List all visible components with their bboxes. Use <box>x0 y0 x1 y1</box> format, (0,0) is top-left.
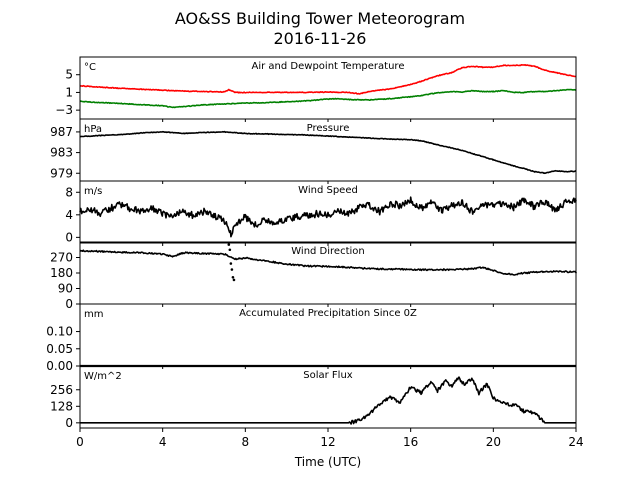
panel-solar_flux: 0 128 256 W/m^2 Solar Flux <box>50 365 577 432</box>
wind_direction-y-tick-label: 180 <box>50 266 73 280</box>
precipitation-panel-title: Accumulated Precipitation Since 0Z <box>239 308 417 319</box>
temperature-y-tick-label: 5 <box>65 68 73 82</box>
pressure-y-tick-label: 979 <box>50 166 73 180</box>
wind_direction-panel-title: Wind Direction <box>291 246 365 257</box>
wind_speed-unit-label: m/s <box>84 186 102 197</box>
panel-temperature: −3 1 5 °C Air and Dewpoint Temperature <box>55 56 577 122</box>
panels: −3 1 5 °C Air and Dewpoint Temperature 979 983… <box>46 56 577 432</box>
x-tick-label: 8 <box>242 435 250 449</box>
x-tick-label: 12 <box>320 435 335 449</box>
pressure-panel-title: Pressure <box>307 123 350 134</box>
panel-wind_speed: 0 4 8 m/s Wind Speed <box>65 180 577 246</box>
chart-title-line2: 2016-11-26 <box>274 29 367 48</box>
temperature-series-line <box>79 88 577 109</box>
temperature-panel-title: Air and Dewpoint Temperature <box>252 61 405 72</box>
panel-pressure: 979 983 987 hPa Pressure <box>50 118 577 184</box>
x-tick-label: 24 <box>568 435 583 449</box>
wind_direction-y-tick-label: 0 <box>65 297 73 311</box>
precipitation-y-tick-label: 0.10 <box>46 325 73 339</box>
precipitation-unit-label: mm <box>84 309 103 320</box>
wind_direction-point <box>232 278 236 282</box>
x-tick-label: 16 <box>403 435 418 449</box>
temperature-unit-label: °C <box>84 62 96 73</box>
x-tick-label: 4 <box>159 435 167 449</box>
solar_flux-y-tick-label: 0 <box>65 416 73 430</box>
wind_direction-y-tick-label: 90 <box>58 282 73 296</box>
wind_direction-point <box>228 248 232 252</box>
pressure-series-line <box>79 130 577 175</box>
wind_speed-y-tick-label: 8 <box>65 185 73 199</box>
wind_direction-point <box>229 262 233 265</box>
precipitation-y-tick-label: 0.00 <box>46 359 73 373</box>
pressure-unit-label: hPa <box>84 124 102 135</box>
wind_speed-series-line <box>79 196 577 238</box>
x-axis: 0 4 8 12 16 20 24 <box>76 435 583 449</box>
temperature-series-line <box>79 64 577 95</box>
solar_flux-y-tick-label: 128 <box>50 399 73 413</box>
solar_flux-panel-title: Solar Flux <box>303 370 353 381</box>
wind_direction-y-tick-label: 270 <box>50 251 73 265</box>
wind_direction-point <box>231 276 235 279</box>
pressure-y-tick-label: 987 <box>50 125 73 139</box>
temperature-y-tick-label: −3 <box>55 103 73 117</box>
wind_direction-point <box>230 268 234 271</box>
wind_speed-panel-title: Wind Speed <box>298 185 358 196</box>
solar_flux-unit-label: W/m^2 <box>84 371 122 382</box>
chart-title-line1: AO&SS Building Tower Meteorogram <box>175 9 465 28</box>
precipitation-y-tick-label: 0.05 <box>46 342 73 356</box>
wind_speed-y-tick-label: 0 <box>65 230 73 244</box>
wind_speed-y-tick-label: 4 <box>65 208 73 222</box>
wind_direction-series-line <box>79 249 577 276</box>
temperature-y-tick-label: 1 <box>65 85 73 99</box>
solar_flux-series-line <box>80 376 577 425</box>
wind_direction-point <box>227 243 231 246</box>
x-tick-label: 20 <box>486 435 501 449</box>
panel-precipitation: 0.00 0.05 0.10 mm Accumulated Precipitation … <box>46 303 577 373</box>
x-axis-label: Time (UTC) <box>294 455 361 469</box>
x-tick-label: 0 <box>76 435 84 449</box>
pressure-y-tick-label: 983 <box>50 146 73 160</box>
solar_flux-y-tick-label: 256 <box>50 383 73 397</box>
